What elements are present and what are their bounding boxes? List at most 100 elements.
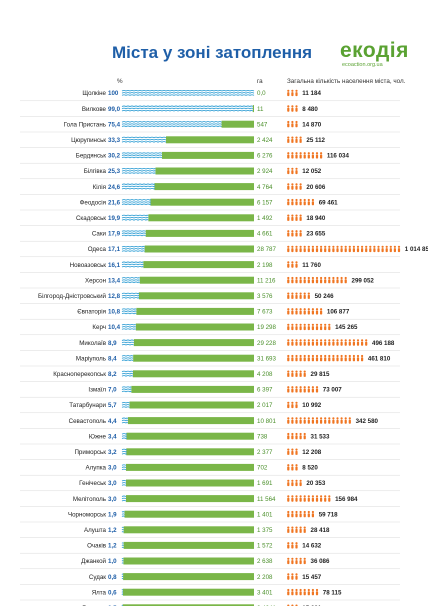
percent-label: 1,9 [108, 511, 117, 518]
water-wave [121, 203, 151, 206]
population-label: 59 718 [319, 511, 338, 518]
person-icon [311, 152, 314, 155]
page-title: Міста у зоні затоплення [112, 43, 313, 62]
area-label: 4 208 [257, 371, 273, 378]
person-icon [287, 214, 290, 217]
water-wave [121, 542, 124, 544]
population-label: 116 034 [327, 153, 350, 160]
person-icon [365, 341, 368, 346]
person-icon [291, 201, 294, 206]
person-icon [287, 105, 290, 108]
person-icon [291, 466, 294, 471]
person-icon [295, 432, 298, 436]
person-icon [287, 497, 290, 502]
water-wave [121, 390, 132, 393]
person-icon [287, 326, 290, 331]
person-icon [303, 245, 306, 248]
person-icon [299, 417, 302, 420]
percent-label: 0,6 [108, 589, 117, 596]
person-icon [324, 326, 327, 331]
person-icon [299, 513, 302, 518]
person-icon [377, 248, 380, 253]
land-bar [133, 354, 254, 362]
water-wave [121, 261, 144, 264]
person-icon [287, 573, 290, 576]
water-wave [121, 199, 151, 201]
person-icon [287, 170, 290, 175]
person-icon [303, 526, 306, 529]
water-wave [121, 170, 156, 172]
person-icon [295, 404, 298, 409]
person-icon [295, 123, 298, 128]
land-bar [150, 198, 254, 206]
person-icon [295, 591, 298, 596]
city-label: Севастополь [69, 418, 106, 425]
land-bar [144, 245, 254, 253]
person-icon [291, 170, 294, 175]
person-icon [295, 154, 298, 159]
person-icon [287, 510, 290, 514]
city-label: Керч [92, 324, 106, 331]
person-icon [295, 542, 298, 545]
population-label: 1 014 852 [405, 246, 428, 253]
population-label: 145 265 [335, 324, 358, 331]
area-label: 738 [257, 433, 268, 440]
person-icon [291, 105, 294, 108]
person-icon [324, 323, 327, 326]
person-icon [295, 92, 298, 97]
person-icon [291, 388, 294, 393]
water-wave [121, 105, 253, 108]
person-icon [303, 560, 306, 565]
person-icon [299, 138, 302, 143]
water-wave [121, 589, 124, 591]
land-bar [123, 557, 254, 565]
water-wave [121, 154, 163, 157]
person-icon [311, 326, 314, 331]
percent-label: 17,1 [108, 246, 121, 253]
city-label: Красноперекопськ [53, 371, 106, 378]
person-icon [332, 279, 335, 284]
percent-label: 33,3 [108, 137, 121, 144]
person-icon [299, 432, 302, 436]
city-label: Южне [89, 433, 107, 440]
land-bar [131, 385, 254, 393]
person-icon [393, 248, 396, 253]
person-icon [291, 216, 294, 221]
ecoaction-logo: екодія ecoaction.org.ua [340, 40, 420, 69]
person-icon [295, 510, 298, 514]
person-icon [291, 341, 294, 346]
person-icon [344, 339, 347, 342]
person-icon [344, 354, 347, 358]
water-wave [121, 92, 255, 94]
person-icon [324, 417, 327, 420]
person-icon [307, 495, 310, 498]
person-icon [291, 354, 294, 358]
person-icon [361, 248, 364, 253]
person-icon [295, 216, 298, 221]
person-icon [332, 276, 335, 280]
person-icon [299, 510, 302, 514]
person-icon [287, 294, 290, 299]
person-icon [295, 341, 298, 346]
person-icon [336, 245, 339, 248]
person-icon [315, 388, 319, 393]
person-icon [361, 357, 364, 362]
person-icon [320, 417, 323, 420]
percent-label: 3,0 [108, 465, 117, 472]
person-icon [287, 544, 290, 549]
percent-label: 5,7 [108, 402, 117, 409]
person-icon [291, 152, 294, 155]
person-icon [291, 248, 294, 253]
person-icon [328, 341, 331, 346]
person-icon [332, 248, 335, 253]
person-icon [315, 323, 319, 326]
person-icon [315, 279, 319, 284]
person-icon [299, 435, 302, 440]
person-icon [303, 294, 306, 299]
person-icon [307, 513, 310, 518]
person-icon [291, 557, 294, 560]
person-icon [307, 419, 310, 424]
person-icon [356, 245, 360, 248]
water-wave [121, 435, 127, 438]
